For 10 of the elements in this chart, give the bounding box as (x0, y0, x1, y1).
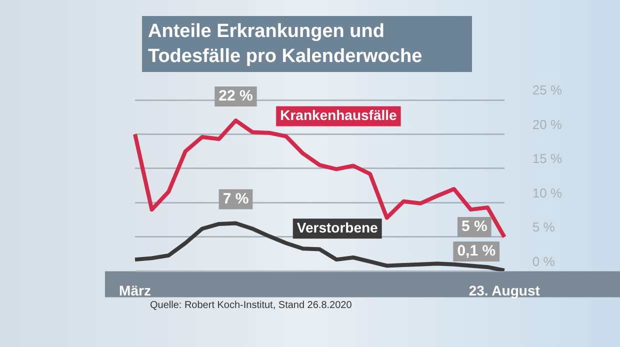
data-label: 5 % (461, 218, 488, 236)
data-label: 7 % (222, 190, 249, 208)
series-label: Krankenhausfälle (280, 107, 398, 124)
source-note: Quelle: Robert Koch-Institut, Stand 26.8.2020 (150, 300, 352, 311)
chart-title: Anteile Erkrankungen und Todesfälle pro Kalenderwoche (142, 16, 472, 72)
x-tick-label: 23. August (468, 282, 540, 298)
data-label: 22 % (218, 88, 253, 105)
data-label: 0,1 % (457, 242, 496, 260)
series-label: Verstorbene (296, 219, 378, 236)
x-tick-label: März (119, 282, 151, 298)
